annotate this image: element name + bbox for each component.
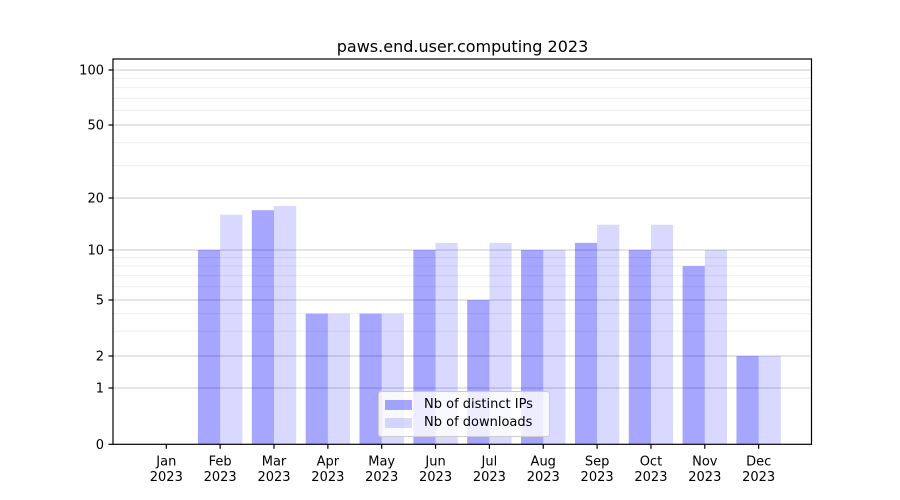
x-tick-label-month: Aug (531, 455, 556, 470)
x-tick-label-year: 2023 (742, 470, 775, 485)
y-tick-label: 20 (87, 192, 104, 207)
legend-label-downloads: Nb of downloads (424, 415, 533, 430)
chart-legend: Nb of distinct IPs Nb of downloads (378, 391, 550, 437)
x-tick-label-year: 2023 (311, 470, 344, 485)
x-tick-label-month: Jan (155, 455, 176, 470)
bar-distinct-ips-feb (197, 250, 221, 445)
y-tick-label: 2 (96, 350, 104, 365)
x-tick-label-month: Jun (424, 455, 445, 470)
legend-item-downloads: Nb of downloads (379, 416, 549, 430)
x-tick-label-year: 2023 (419, 470, 452, 485)
x-tick-label-month: Mar (262, 455, 287, 470)
x-tick-label-month: Apr (317, 455, 340, 470)
y-tick-label: 100 (79, 64, 104, 79)
x-tick-label-month: Sep (585, 455, 610, 470)
x-tick-label-year: 2023 (581, 470, 614, 485)
y-tick-label: 10 (87, 244, 104, 259)
bar-distinct-ips-may (359, 313, 382, 445)
x-tick-label-month: Dec (746, 455, 771, 470)
bar-downloads-mar (274, 205, 297, 445)
legend-item-distinct-ips: Nb of distinct IPs (379, 398, 549, 412)
bar-distinct-ips-dec (736, 356, 759, 445)
bar-distinct-ips-nov (682, 266, 705, 445)
y-tick-label: 0 (96, 438, 104, 453)
x-tick-label-year: 2023 (634, 470, 667, 485)
bar-distinct-ips-oct (628, 250, 651, 445)
x-tick-label-month: Jul (481, 455, 498, 470)
bar-downloads-feb (220, 214, 243, 445)
x-tick-label-month: Feb (209, 455, 232, 470)
x-tick-label-month: Oct (640, 455, 662, 470)
bar-distinct-ips-sep (574, 242, 598, 445)
x-tick-label-month: Nov (692, 455, 718, 470)
x-tick-label-year: 2023 (150, 470, 183, 485)
x-tick-label-year: 2023 (365, 470, 398, 485)
x-tick-label-year: 2023 (473, 470, 506, 485)
x-tick-label-month: May (368, 455, 395, 470)
bar-downloads-apr (327, 313, 351, 445)
x-tick-label-year: 2023 (204, 470, 237, 485)
y-tick-label: 1 (96, 382, 104, 397)
y-tick-label: 5 (96, 294, 104, 309)
y-tick-label: 50 (87, 119, 104, 134)
chart-title: paws.end.user.computing 2023 (336, 37, 589, 56)
x-tick-label-year: 2023 (527, 470, 560, 485)
bar-distinct-ips-apr (305, 313, 328, 445)
x-tick-label-year: 2023 (688, 470, 721, 485)
legend-label-distinct-ips: Nb of distinct IPs (424, 397, 533, 412)
bar-downloads-sep (597, 224, 620, 445)
bar-distinct-ips-mar (251, 210, 274, 445)
legend-swatch-downloads (385, 418, 412, 428)
plot-border (112, 58, 813, 445)
x-tick-label-year: 2023 (257, 470, 290, 485)
bar-downloads-nov (704, 250, 727, 445)
bar-downloads-oct (650, 224, 674, 445)
bar-downloads-dec (758, 356, 781, 445)
legend-swatch-distinct-ips (385, 400, 412, 410)
